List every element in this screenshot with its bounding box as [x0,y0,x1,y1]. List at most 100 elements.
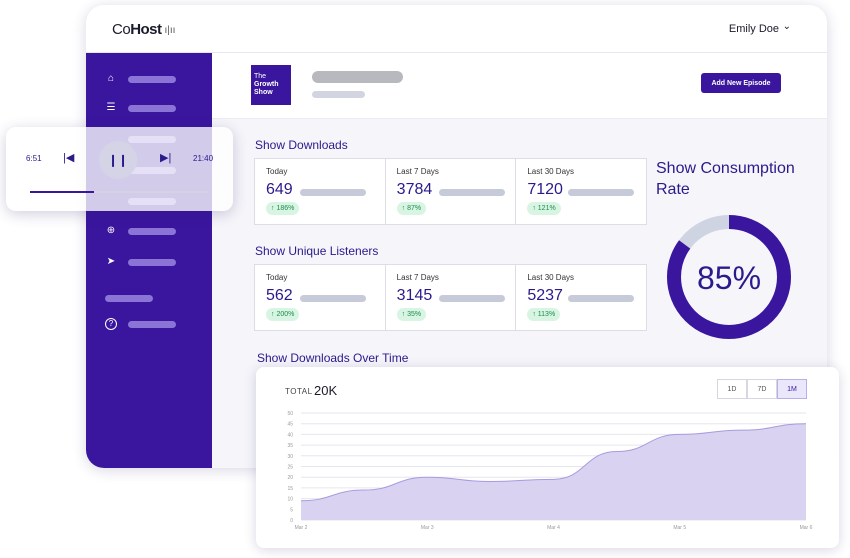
total-label: TOTAL [285,387,313,396]
stat-last-30-days: Last 30 Days 7120 ↑ 121% [516,159,646,224]
stat-value: 7120 [527,181,563,198]
top-bar: CoHost ı|ıı Emily Doe ⌄ [86,5,827,53]
x-tick-label: Mar 3 [421,525,434,531]
stat-value: 3784 [396,181,433,198]
series-area [301,423,806,520]
downloads-over-time-title: Show Downloads Over Time [257,351,409,365]
sidebar: ⌂ ☰ ⊕ ➤ ? [86,53,212,468]
y-tick-label: 35 [287,443,293,449]
x-tick-label: Mar 6 [800,525,813,531]
y-tick-label: 5 [290,507,293,513]
y-tick-label: 20 [287,475,293,481]
cohost-logo[interactable]: CoHost ı|ıı [112,21,175,38]
change-badge: ↑ 113% [527,308,561,321]
sidebar-item-placeholder[interactable] [128,105,176,112]
y-tick-label: 25 [287,465,293,471]
elapsed-time: 6:51 [26,154,42,163]
cover-text: Growth [254,81,279,88]
stat-value: 5237 [527,287,563,304]
change-badge: ↑ 87% [396,202,427,215]
y-tick-label: 15 [287,486,293,492]
audio-player: 6:51 |◀ ❙❙ ▶| 21:40 [6,127,233,211]
cover-text: Show [254,89,273,96]
progress-track[interactable] [30,191,209,193]
sidebar-item-placeholder[interactable] [128,321,176,328]
downloads-stats: Today 649 ↑ 186% Last 7 Days 3784 ↑ 87% … [254,158,647,225]
change-badge: ↑ 186% [266,202,300,215]
skip-back-icon[interactable]: |◀ [63,152,75,164]
cover-text: The [254,73,267,80]
pause-button[interactable]: ❙❙ [99,141,137,179]
stat-bar-placeholder [300,295,366,302]
logo-text-light: Co [112,21,131,38]
range-7d-button[interactable]: 7D [747,379,777,399]
logo-text-bold: Host [130,21,162,38]
stat-today: Today 562 ↑ 200% [255,265,386,330]
globe-icon[interactable]: ⊕ [106,225,116,236]
y-tick-label: 50 [287,411,293,417]
consumption-value: 85% [697,260,761,296]
donut-fill [667,215,791,339]
stat-bar-placeholder [568,295,635,302]
y-tick-label: 0 [290,518,293,524]
stat-label: Last 30 Days [527,273,575,282]
duration-time: 21:40 [193,154,214,163]
consumption-donut: 85% [667,215,791,339]
range-1m-button[interactable]: 1M [777,379,807,399]
x-tick-label: Mar 5 [673,525,686,531]
y-tick-label: 45 [287,422,293,428]
stat-label: Today [266,167,288,176]
stat-value: 3145 [396,287,433,304]
stat-bar-placeholder [438,295,505,302]
listeners-stats: Today 562 ↑ 200% Last 7 Days 3145 ↑ 35% … [254,264,647,331]
sidebar-section-placeholder [105,295,153,302]
stat-last-30-days: Last 30 Days 5237 ↑ 113% [516,265,646,330]
sidebar-item-placeholder[interactable] [128,228,176,235]
total-value: 20K [314,383,338,398]
y-tick-label: 10 [287,497,293,503]
downloads-area-chart: 0 5 10 15 20 25 30 35 40 45 50 Mar 2 Mar 3 Mar 4 Mar 5… [287,411,813,531]
chevron-down-icon[interactable]: ⌄ [782,21,791,32]
soundwave-icon: ı|ıı [164,25,176,36]
sidebar-item-placeholder[interactable] [128,76,176,83]
user-menu[interactable]: Emily Doe [728,23,779,35]
downloads-title: Show Downloads [255,138,348,152]
downloads-chart-card: TOTAL 20K 1D 7D 1M 0 5 10 15 20 25 30 35 40 45 50 M… [256,367,839,548]
stat-value: 562 [266,287,293,304]
stat-bar-placeholder [438,189,505,196]
sidebar-item-placeholder[interactable] [128,259,176,266]
stat-today: Today 649 ↑ 186% [255,159,386,224]
stat-label: Today [266,273,288,282]
change-badge: ↑ 200% [266,308,300,321]
help-icon[interactable]: ? [105,318,117,330]
stat-label: Last 7 Days [396,167,439,176]
show-header: The Growth Show Add New Episode [212,53,827,119]
home-icon[interactable]: ⌂ [107,73,115,84]
y-tick-label: 40 [287,432,293,438]
show-subtitle-placeholder [312,91,365,98]
x-tick-label: Mar 2 [295,525,308,531]
listeners-title: Show Unique Listeners [255,244,379,258]
stat-value: 649 [266,181,293,198]
progress-fill [30,191,95,193]
stat-bar-placeholder [300,189,366,196]
show-cover-art[interactable]: The Growth Show [251,65,291,105]
range-1d-button[interactable]: 1D [717,379,747,399]
list-icon[interactable]: ☰ [106,102,116,113]
consumption-title: Show Consumption Rate [656,160,795,198]
stat-last-7-days: Last 7 Days 3145 ↑ 35% [386,265,517,330]
skip-forward-icon[interactable]: ▶| [160,152,172,164]
add-new-episode-button[interactable]: Add New Episode [701,73,781,93]
send-icon[interactable]: ➤ [106,256,116,267]
stat-label: Last 7 Days [396,273,439,282]
y-tick-label: 30 [287,454,293,460]
stat-label: Last 30 Days [527,167,575,176]
stat-bar-placeholder [568,189,635,196]
show-title-placeholder [312,71,403,83]
x-tick-label: Mar 4 [547,525,560,531]
change-badge: ↑ 121% [527,202,561,215]
stat-last-7-days: Last 7 Days 3784 ↑ 87% [386,159,517,224]
series-line [300,423,807,502]
app-window: CoHost ı|ıı Emily Doe ⌄ ⌂ ☰ ⊕ ➤ ? The Gro… [86,5,827,468]
change-badge: ↑ 35% [396,308,427,321]
